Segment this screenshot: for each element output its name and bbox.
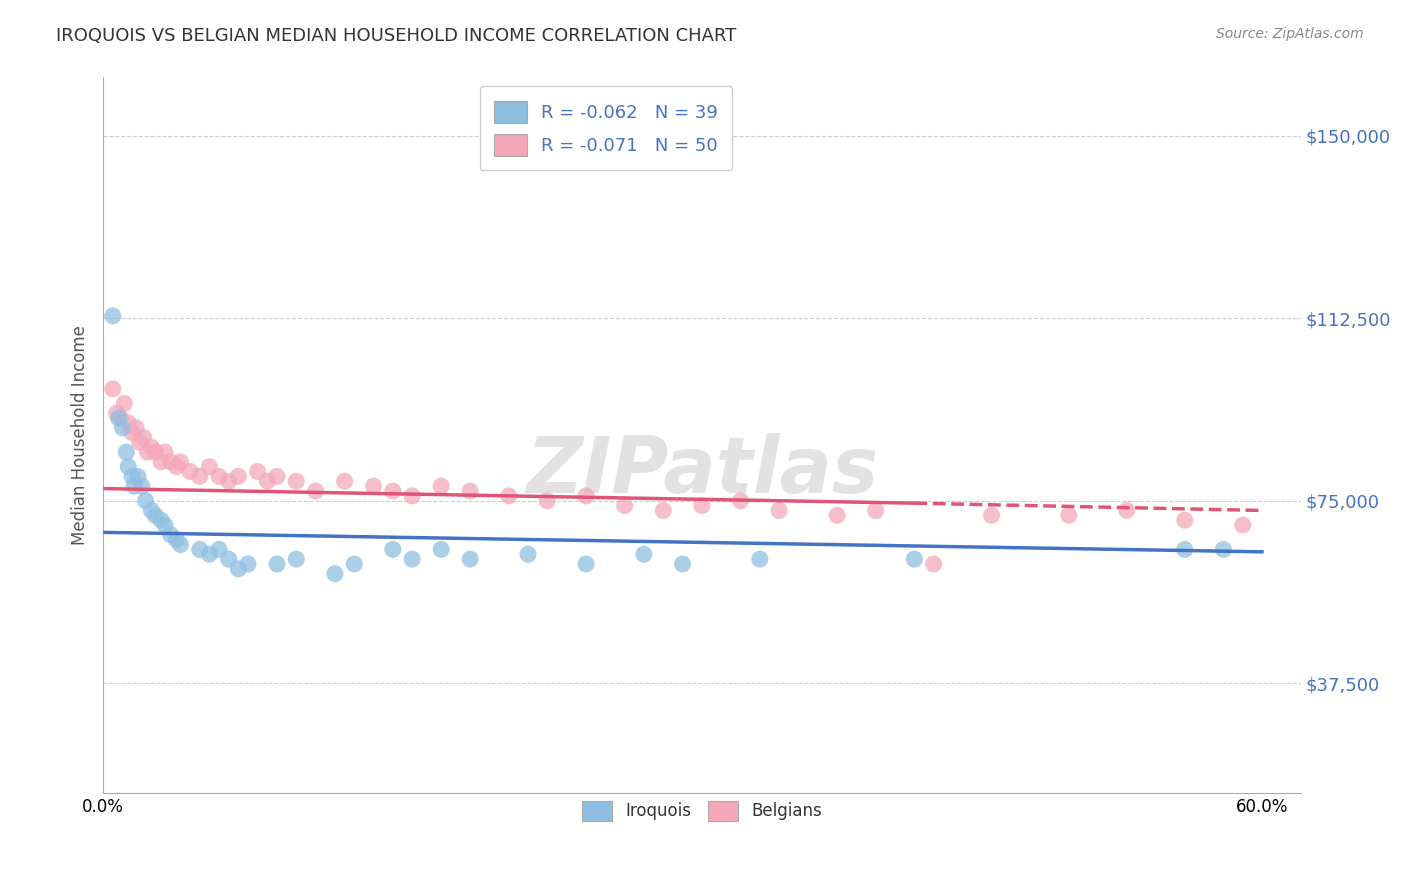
Point bbox=[115, 445, 138, 459]
Point bbox=[117, 459, 139, 474]
Point bbox=[111, 421, 134, 435]
Point bbox=[228, 562, 250, 576]
Point bbox=[150, 513, 173, 527]
Point bbox=[903, 552, 925, 566]
Point bbox=[1115, 503, 1137, 517]
Text: ZIPatlas: ZIPatlas bbox=[526, 433, 877, 508]
Point bbox=[922, 557, 945, 571]
Point bbox=[150, 455, 173, 469]
Point bbox=[401, 489, 423, 503]
Point bbox=[363, 479, 385, 493]
Point bbox=[430, 479, 453, 493]
Point bbox=[980, 508, 1002, 523]
Point bbox=[343, 557, 366, 571]
Legend: Iroquois, Belgians: Iroquois, Belgians bbox=[568, 788, 835, 834]
Point bbox=[246, 465, 269, 479]
Point bbox=[169, 455, 191, 469]
Point bbox=[153, 445, 176, 459]
Point bbox=[671, 557, 693, 571]
Point bbox=[536, 493, 558, 508]
Point bbox=[690, 499, 713, 513]
Point bbox=[131, 479, 153, 493]
Point bbox=[105, 406, 128, 420]
Point bbox=[1174, 513, 1197, 527]
Point bbox=[128, 435, 150, 450]
Point bbox=[141, 503, 163, 517]
Point bbox=[285, 475, 308, 489]
Point bbox=[498, 489, 520, 503]
Point bbox=[218, 552, 240, 566]
Point bbox=[430, 542, 453, 557]
Point bbox=[127, 469, 149, 483]
Point bbox=[825, 508, 848, 523]
Point bbox=[125, 421, 148, 435]
Point bbox=[633, 547, 655, 561]
Point bbox=[1174, 542, 1197, 557]
Point bbox=[613, 499, 636, 513]
Point bbox=[236, 557, 259, 571]
Point bbox=[159, 455, 181, 469]
Point bbox=[136, 445, 159, 459]
Point bbox=[218, 475, 240, 489]
Point bbox=[143, 445, 166, 459]
Point bbox=[333, 475, 356, 489]
Point bbox=[1232, 518, 1254, 533]
Point bbox=[575, 489, 598, 503]
Point bbox=[112, 396, 135, 410]
Point bbox=[228, 469, 250, 483]
Point bbox=[575, 557, 598, 571]
Point bbox=[159, 528, 181, 542]
Point bbox=[198, 547, 221, 561]
Point bbox=[256, 475, 278, 489]
Point bbox=[132, 430, 155, 444]
Y-axis label: Median Household Income: Median Household Income bbox=[72, 325, 89, 545]
Point bbox=[381, 483, 404, 498]
Point bbox=[101, 382, 124, 396]
Point bbox=[188, 469, 211, 483]
Point bbox=[865, 503, 887, 517]
Point bbox=[107, 411, 129, 425]
Point bbox=[141, 440, 163, 454]
Point bbox=[304, 483, 326, 498]
Text: Source: ZipAtlas.com: Source: ZipAtlas.com bbox=[1216, 27, 1364, 41]
Point bbox=[458, 483, 481, 498]
Point bbox=[285, 552, 308, 566]
Point bbox=[381, 542, 404, 557]
Point bbox=[768, 503, 790, 517]
Point bbox=[101, 309, 124, 323]
Point bbox=[121, 425, 143, 440]
Point bbox=[266, 469, 288, 483]
Point bbox=[323, 566, 346, 581]
Point bbox=[730, 493, 752, 508]
Point bbox=[517, 547, 540, 561]
Point bbox=[198, 459, 221, 474]
Point bbox=[188, 542, 211, 557]
Point bbox=[458, 552, 481, 566]
Point bbox=[652, 503, 675, 517]
Point bbox=[1212, 542, 1234, 557]
Point bbox=[143, 508, 166, 523]
Text: IROQUOIS VS BELGIAN MEDIAN HOUSEHOLD INCOME CORRELATION CHART: IROQUOIS VS BELGIAN MEDIAN HOUSEHOLD INC… bbox=[56, 27, 737, 45]
Point bbox=[208, 469, 231, 483]
Point bbox=[169, 537, 191, 551]
Point bbox=[179, 465, 201, 479]
Point bbox=[153, 518, 176, 533]
Point bbox=[121, 469, 143, 483]
Point bbox=[135, 493, 157, 508]
Point bbox=[1057, 508, 1080, 523]
Point bbox=[122, 479, 145, 493]
Point bbox=[166, 533, 188, 547]
Point bbox=[166, 459, 188, 474]
Point bbox=[110, 411, 132, 425]
Point bbox=[117, 416, 139, 430]
Point bbox=[266, 557, 288, 571]
Point bbox=[748, 552, 770, 566]
Point bbox=[208, 542, 231, 557]
Point bbox=[401, 552, 423, 566]
